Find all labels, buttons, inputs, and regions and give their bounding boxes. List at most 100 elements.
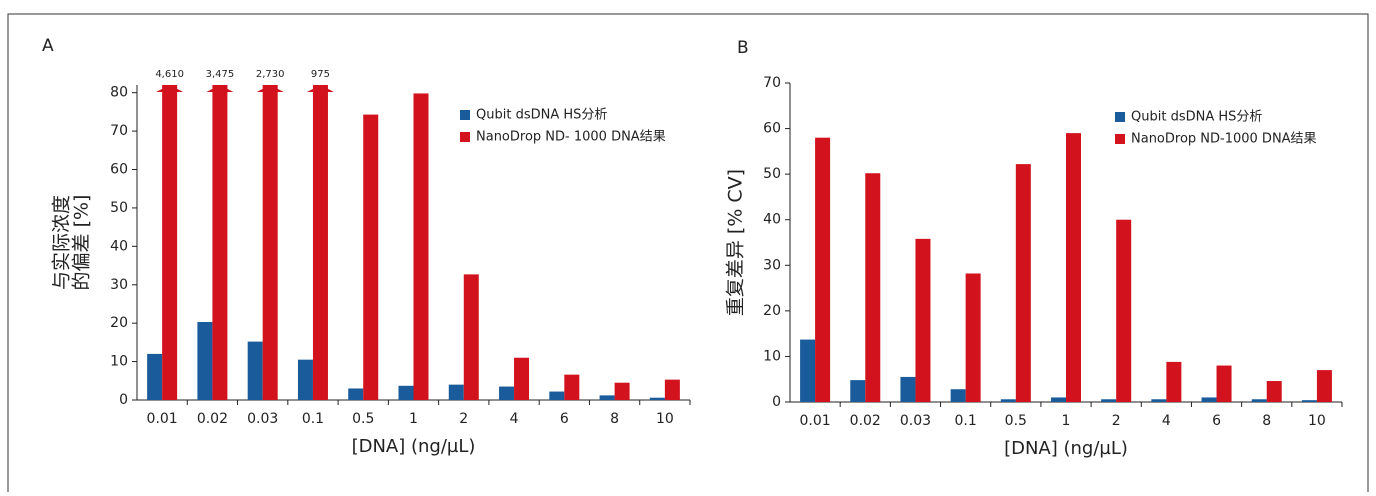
bar (1251, 399, 1267, 402)
x-tick-label: 0.5 (352, 411, 374, 427)
y-tick-label: 80 (110, 85, 128, 101)
bar (1266, 381, 1282, 402)
bar (614, 382, 630, 400)
panel-label: B (737, 38, 749, 58)
bar (865, 173, 881, 402)
bar (1301, 400, 1317, 402)
x-tick-label: 0.03 (247, 411, 278, 427)
x-tick-label: 6 (560, 411, 569, 427)
value-label: 4,610 (155, 69, 184, 80)
bar (1166, 361, 1182, 402)
y-tick-label: 40 (110, 238, 128, 254)
y-axis-label: 与实际浓度 (51, 195, 73, 290)
bar (247, 341, 263, 400)
y-axis-label: 的偏差 [%] (71, 195, 93, 291)
value-label: 3,475 (206, 69, 235, 80)
bar (564, 374, 580, 400)
bar (950, 389, 966, 402)
bar (147, 353, 163, 400)
value-label: 975 (311, 69, 330, 80)
bar (212, 85, 228, 400)
x-tick-label: 0.5 (1005, 413, 1027, 429)
x-tick-label: 2 (459, 411, 468, 427)
bar (297, 359, 313, 400)
y-tick-label: 70 (110, 123, 128, 139)
bar (448, 384, 464, 400)
bar (850, 380, 866, 402)
bar (398, 385, 414, 400)
y-tick-label: 0 (772, 394, 781, 410)
y-tick-label: 30 (110, 277, 128, 293)
bars (147, 85, 680, 400)
y-tick-label: 60 (110, 162, 128, 178)
bar (162, 85, 178, 400)
overflow-arrow (256, 85, 284, 92)
bar (463, 274, 479, 400)
y-tick-label: 10 (763, 348, 781, 364)
y-axis-label: 重复差异 [% CV] (725, 169, 747, 316)
bar (649, 397, 665, 400)
bar (900, 376, 916, 402)
bar (1216, 365, 1232, 402)
frame (7, 13, 1369, 496)
bar (1000, 399, 1016, 402)
bar (549, 391, 565, 400)
x-axis-label: [DNA] (ng/µL) (352, 436, 476, 457)
y-tick-label: 20 (763, 303, 781, 319)
bar (363, 114, 379, 400)
bar (1051, 397, 1066, 402)
bar (664, 379, 680, 400)
legend-swatch (460, 110, 470, 120)
x-tick-label: 8 (1262, 413, 1271, 429)
x-tick-label: 0.1 (955, 413, 977, 429)
bar (915, 238, 931, 402)
bar (1201, 397, 1217, 402)
overflow-arrow (306, 85, 334, 92)
x-tick-label: 1 (409, 411, 418, 427)
bar (1316, 370, 1332, 402)
bar (348, 388, 364, 400)
bar (312, 85, 328, 400)
bar (1015, 164, 1031, 402)
bar (262, 85, 278, 400)
y-tick-label: 30 (763, 257, 781, 273)
bar (197, 322, 213, 400)
y-tick-label: 50 (763, 166, 781, 182)
x-tick-label: 4 (510, 411, 519, 427)
x-tick-label: 4 (1162, 413, 1171, 429)
x-tick-label: 8 (610, 411, 619, 427)
x-tick-label: 10 (656, 411, 674, 427)
legend-label: Qubit dsDNA HS分析 (1131, 110, 1262, 125)
x-tick-label: 0.02 (850, 413, 881, 429)
legend-label: NanoDrop ND- 1000 DNA结果 (476, 130, 666, 145)
overflow-arrow (156, 85, 184, 92)
bar (1116, 219, 1132, 402)
x-tick-label: 0.01 (800, 413, 831, 429)
bar (514, 357, 530, 400)
x-tick-label: 6 (1212, 413, 1221, 429)
bar (413, 93, 429, 400)
x-tick-label: 2 (1112, 413, 1121, 429)
x-axis-label: [DNA] (ng/µL) (1004, 438, 1128, 459)
x-tick-label: 0.02 (197, 411, 228, 427)
x-tick-label: 0.01 (147, 411, 178, 427)
bar (1101, 399, 1117, 402)
legend-label: Qubit dsDNA HS分析 (476, 108, 607, 123)
y-tick-label: 10 (110, 354, 128, 370)
bar (599, 395, 615, 400)
x-tick-label: 0.03 (900, 413, 931, 429)
bars (800, 133, 1332, 402)
x-tick-label: 10 (1308, 413, 1326, 429)
legend-label: NanoDrop ND-1000 DNA结果 (1131, 132, 1317, 147)
y-tick-label: 50 (110, 200, 128, 216)
x-tick-label: 0.1 (302, 411, 324, 427)
panel-label: A (42, 36, 54, 56)
overflow-arrow (206, 85, 234, 92)
bar (815, 137, 831, 402)
bar (1066, 133, 1081, 402)
legend-swatch (1115, 112, 1125, 122)
y-tick-label: 20 (110, 315, 128, 331)
legend-swatch (460, 132, 470, 142)
